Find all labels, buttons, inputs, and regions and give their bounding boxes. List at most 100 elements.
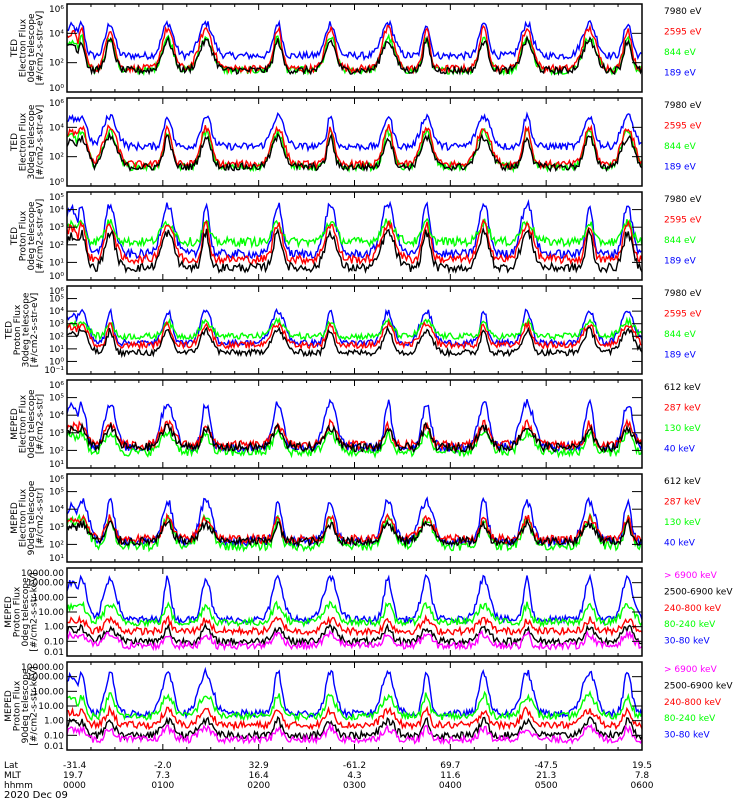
y-tick-label: 10¹ [49,460,64,470]
series-line-189-ev [67,199,642,261]
legend-entry: 240-800 keV [664,604,722,614]
x-tick-label-hhmm: 0300 [343,781,366,791]
y-axis-label: TEDProton Flux30deg telescope[#/cm2-s-st… [4,292,40,367]
y-axis-label-line: 90deg telescope [27,480,37,555]
panel-frame [66,3,643,93]
y-tick-label: 10000.00 [21,663,64,673]
legend-entry: 844 eV [664,330,697,340]
y-tick-label: 10⁵ [49,193,64,203]
x-row-label-mlt: MLT [4,771,22,781]
y-axis-label: TEDElectron Flux0deg telescope[#/cm2-s-s… [10,11,46,86]
y-axis-label-line: 0deg telescope [27,13,37,83]
y-tick-label: 10⁴ [49,123,64,133]
y-axis-label-line: MEPED [4,596,14,628]
x-tick-label-lat: 19.5 [632,761,652,771]
y-axis-label-line: MEPED [10,408,20,440]
series-line-7980-ev [67,131,642,173]
y-tick-label: 0.10 [44,637,64,647]
series-line-30-80-kev [67,573,642,626]
panel-6-traces [67,496,642,553]
series-line-80-240-kev [67,600,642,628]
legend-entry: 240-800 keV [664,698,722,708]
legend-entry: 287 keV [664,498,701,508]
y-axis-label: MEPEDProton Flux0deg telescope[#/cm2-s-s… [4,572,40,651]
x-tick-label-hhmm: 0400 [439,781,462,791]
y-tick-label: 100.00 [33,593,65,603]
x-tick-label-lat: -2.0 [154,761,172,771]
x-row-label-lat: Lat [4,761,19,771]
y-tick-label: 1000.00 [27,673,64,683]
y-axis-label-line: [#/cm2-s-str-eV] [36,105,46,180]
legend-entry: 2500-6900 keV [664,681,733,691]
y-axis-label: TEDElectron Flux30deg telescope[#/cm2-s-… [10,104,46,179]
legend-entry: 189 eV [664,69,697,79]
x-tick-label-mlt: 19.7 [63,771,83,781]
legend-entry: 130 keV [664,518,701,528]
legend-entry: 7980 eV [664,7,702,17]
series-line-240-800-kev [67,704,642,732]
series-line-80-240-kev [67,689,642,723]
y-tick-label: 10⁶ [49,287,64,297]
y-axis-label: MEPEDElectron Flux90deg telescope[#/cm2-… [10,480,46,555]
y-tick-label: 10⁴ [49,206,64,216]
legend-entry: 189 eV [664,257,697,267]
y-axis-label-line: [#/cm2-s-str-keV] [29,572,39,651]
y-axis-label-line: MEPED [10,502,20,534]
legend-entry: 612 keV [664,477,701,487]
y-tick-label: 10³ [49,523,64,533]
y-axis-label-line: Electron Flux [19,394,29,453]
y-axis-label-line: TED [10,133,20,152]
series-line-844-ev [67,316,642,342]
legend-entry: 80-240 keV [664,620,716,630]
x-tick-label-mlt: 7.8 [635,771,650,781]
panel-7-traces [67,573,642,652]
y-axis-label-line: [#/cm2-s-str] [36,488,46,548]
panel-3-traces [67,199,642,275]
y-axis-label: MEPEDProton Flux90deg telescope[#/cm2-s-… [4,666,40,745]
y-tick-label: 10⁴ [49,29,64,39]
y-tick-label: 10³ [49,320,64,330]
y-axis-label-line: 0deg telescope [21,577,31,647]
legend-entry: 30-80 keV [664,731,710,741]
y-tick-label: 10⁶ [49,475,64,485]
y-tick-label: 10⁵ [49,488,64,498]
series-line-189-ev [67,307,642,349]
legend-entry: 2595 eV [664,122,702,132]
panel-2-traces [67,111,642,174]
y-tick-label: 10⁰ [49,272,64,282]
series-line-30-80-kev [67,666,642,720]
x-tick-label-hhmm: 0600 [631,781,654,791]
legend-entry: 189 eV [664,351,697,361]
legend-entry: 40 keV [664,539,696,549]
y-tick-label: 10⁰ [49,84,64,94]
y-tick-label: 0.01 [44,742,64,752]
y-axis-label: MEPEDElectron Flux0deg telescope[#/cm2-s… [10,389,46,459]
series-line-7980-ev [67,325,642,359]
y-tick-label: 10¹ [49,554,64,564]
x-tick-label-mlt: 21.3 [536,771,556,781]
series-line-2595-ev [67,23,642,75]
y-axis-label-line: [#/cm2-s-str-keV] [29,666,39,745]
legend-entry: 80-240 keV [664,714,716,724]
y-tick-label: 10² [49,59,64,69]
x-tick-label-lat: 69.7 [440,761,460,771]
legend-entry: 612 keV [664,383,701,393]
y-tick-label: 1.00 [44,717,64,727]
y-axis-label-line: 0deg telescope [27,201,37,271]
panel-8-traces [67,666,642,745]
x-tick-label-hhmm: 0500 [535,781,558,791]
y-tick-label: 10¹ [49,345,64,355]
y-tick-label: 0.10 [44,731,64,741]
y-tick-label: 10² [49,241,64,251]
y-tick-label: 10.00 [38,608,64,618]
y-tick-label: 10⁴ [49,505,64,515]
y-tick-label: 10² [49,332,64,342]
y-tick-label: 10³ [49,223,64,233]
legend-entry: 30-80 keV [664,637,710,647]
y-axis-label-line: [#/cm2-s-str-eV] [36,199,46,274]
x-tick-label-lat: -47.5 [535,761,558,771]
x-tick-label-hhmm: 0100 [151,781,174,791]
